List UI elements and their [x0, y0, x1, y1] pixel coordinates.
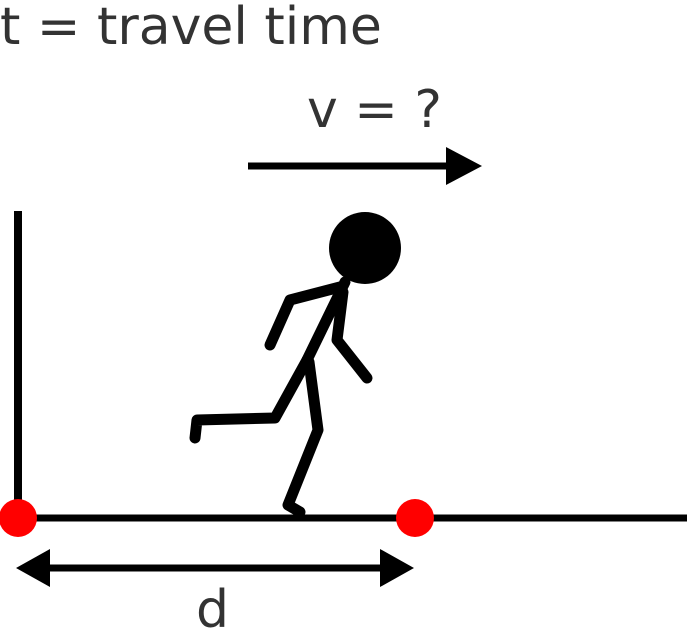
velocity-label: v = ? [307, 80, 442, 140]
travel-time-label: t = travel time [0, 0, 382, 57]
end-marker [396, 499, 434, 537]
start-marker [0, 499, 37, 537]
distance-arrow-icon [16, 549, 414, 587]
velocity-arrow-icon [248, 147, 482, 185]
running-figure-icon [189, 212, 401, 518]
distance-label: d [196, 580, 229, 630]
